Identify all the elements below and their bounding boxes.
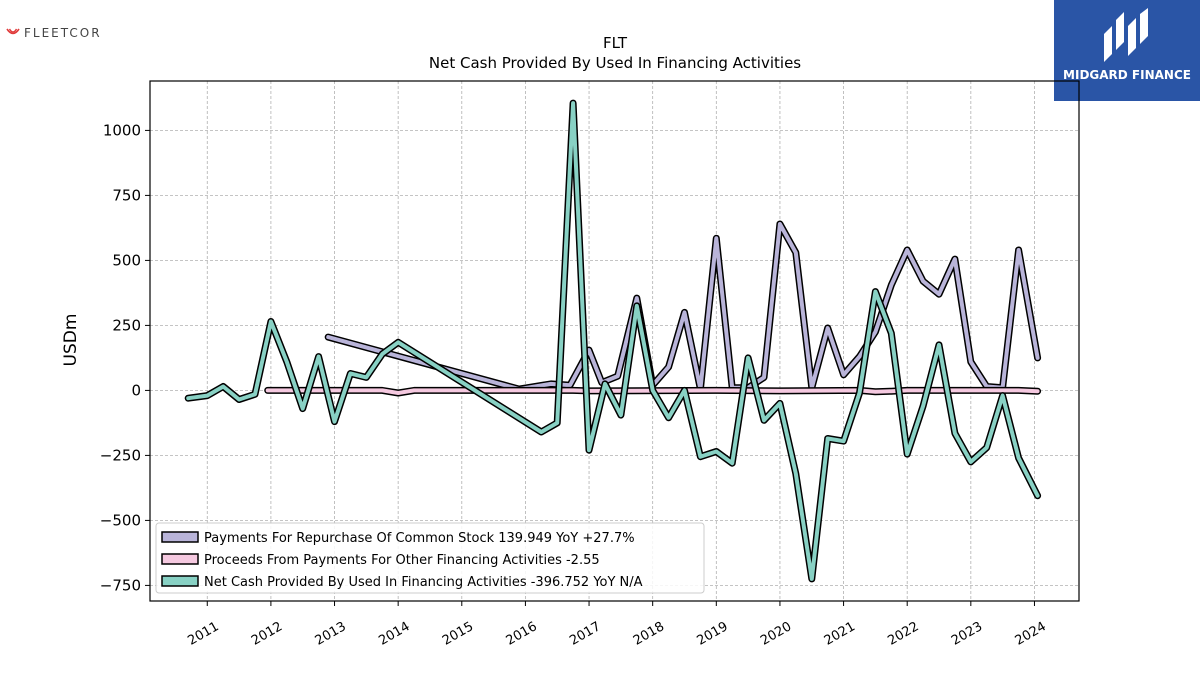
x-tick-label: 2016	[504, 619, 540, 649]
legend: Payments For Repurchase Of Common Stock …	[155, 522, 705, 594]
legend-swatch-2	[161, 575, 199, 587]
legend-swatch-0	[161, 531, 199, 543]
brand-text: MIDGARD FINANCE	[1063, 68, 1191, 82]
series-line-2	[186, 101, 1040, 581]
legend-label-0: Payments For Repurchase Of Common Stock …	[204, 531, 635, 546]
y-tick-label: 1000	[103, 121, 141, 139]
x-tick-label: 2019	[694, 619, 730, 649]
chart-title: FLT	[603, 34, 628, 52]
brand-logo: MIDGARD FINANCE	[1054, 0, 1200, 101]
company-logo: FLEETCOR	[6, 26, 102, 40]
fleetcor-mark-icon	[6, 28, 20, 35]
plot-series	[184, 99, 1042, 583]
x-tick-label: 2012	[249, 619, 285, 649]
x-tick-label: 2018	[631, 619, 667, 649]
x-tick-label: 2022	[885, 619, 921, 649]
y-tick-label: 750	[112, 186, 141, 204]
legend-box	[155, 522, 705, 594]
legend-label-2: Net Cash Provided By Used In Financing A…	[204, 575, 643, 590]
company-logo-text: FLEETCOR	[24, 26, 102, 40]
brand-mark-icon	[1104, 8, 1148, 62]
series-line-0	[326, 222, 1040, 392]
x-axis: 2011 2012 2013 2014 2015 2016 2017 2018 2019 2020…	[185, 601, 1049, 649]
y-tick-label: −250	[100, 446, 141, 464]
y-tick-label: 0	[131, 381, 141, 399]
series-line-outline-2	[184, 99, 1042, 583]
legend-swatch-1	[161, 553, 199, 565]
x-tick-label: 2021	[822, 619, 858, 649]
y-axis-label: USDm	[61, 314, 81, 367]
y-tick-label: −750	[100, 576, 141, 594]
x-tick-label: 2023	[949, 619, 985, 649]
x-tick-label: 2011	[185, 619, 221, 649]
chart-subtitle: Net Cash Provided By Used In Financing A…	[429, 54, 801, 72]
x-tick-label: 2014	[376, 619, 412, 649]
x-tick-label: 2015	[440, 619, 476, 649]
plot-frame	[149, 80, 1080, 602]
y-tick-label: 250	[112, 316, 141, 334]
x-tick-label: 2017	[567, 619, 603, 649]
x-tick-label: 2024	[1013, 619, 1049, 649]
y-tick-label: −500	[100, 511, 141, 529]
legend-label-1: Proceeds From Payments For Other Financi…	[204, 553, 600, 568]
y-axis: −750 −500 −250 0 250 500 750 1000	[100, 121, 150, 594]
y-tick-label: 500	[112, 251, 141, 269]
x-tick-label: 2020	[758, 619, 794, 649]
x-tick-label: 2013	[313, 619, 349, 649]
